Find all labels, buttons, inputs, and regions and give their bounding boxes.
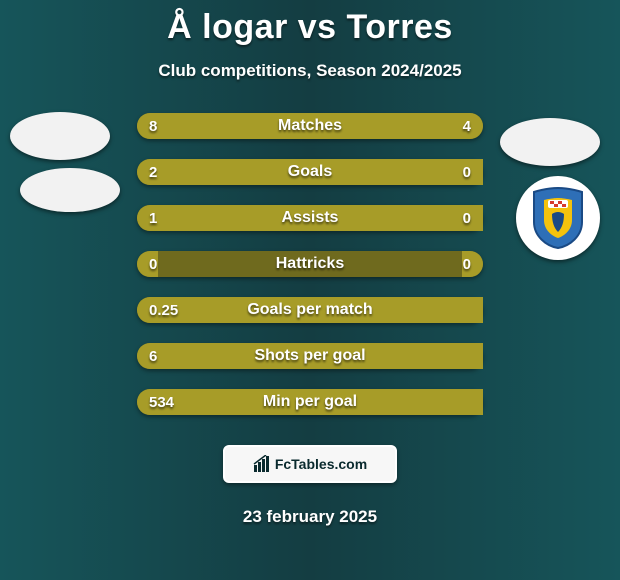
stat-value-left: 534 <box>149 389 174 415</box>
shield-icon <box>530 186 586 250</box>
team-left-ellipse-2 <box>20 168 120 212</box>
brand-text: FcTables.com <box>275 456 367 472</box>
stat-value-left: 6 <box>149 343 157 369</box>
stat-row: Goals per match0.25 <box>137 297 483 323</box>
stat-row: Assists1 0 <box>137 205 483 231</box>
team-right-ellipse <box>500 118 600 166</box>
stat-value-right: 0 <box>463 205 471 231</box>
stat-row: Goals2 0 <box>137 159 483 185</box>
stat-value-left: 0.25 <box>149 297 178 323</box>
comparison-card: Å logar vs Torres Club competitions, Sea… <box>0 0 620 580</box>
stat-label: Goals per match <box>137 297 483 323</box>
team-right-badge <box>516 176 600 260</box>
stat-label: Shots per goal <box>137 343 483 369</box>
team-left-ellipse-1 <box>10 112 110 160</box>
stat-value-left: 0 <box>149 251 157 277</box>
footer-date: 23 february 2025 <box>0 507 620 527</box>
stat-value-right: 0 <box>463 159 471 185</box>
stat-label: Matches <box>137 113 483 139</box>
stat-row: Min per goal534 <box>137 389 483 415</box>
page-subtitle: Club competitions, Season 2024/2025 <box>0 61 620 81</box>
bar-chart-icon <box>253 455 271 473</box>
stat-value-left: 2 <box>149 159 157 185</box>
stat-value-right: 0 <box>463 251 471 277</box>
stat-row: Matches8 4 <box>137 113 483 139</box>
brand-box[interactable]: FcTables.com <box>223 445 397 483</box>
stat-value-left: 8 <box>149 113 157 139</box>
stat-row: Shots per goal6 <box>137 343 483 369</box>
page-title: Å logar vs Torres <box>0 0 620 47</box>
stat-value-right: 4 <box>463 113 471 139</box>
stat-value-left: 1 <box>149 205 157 231</box>
stat-label: Assists <box>137 205 483 231</box>
stat-label: Min per goal <box>137 389 483 415</box>
stat-label: Goals <box>137 159 483 185</box>
stat-label: Hattricks <box>137 251 483 277</box>
stat-row: Hattricks0 0 <box>137 251 483 277</box>
